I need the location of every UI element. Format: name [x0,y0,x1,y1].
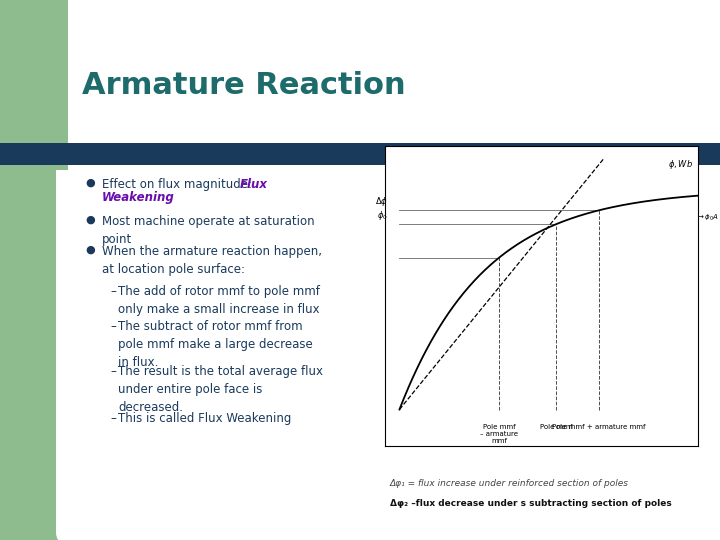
Text: The subtract of rotor mmf from
pole mmf make a large decrease
in flux.: The subtract of rotor mmf from pole mmf … [118,320,312,369]
Text: The result is the total average flux
under entire pole face is
decreased.: The result is the total average flux und… [118,365,323,414]
Text: Pole mmf: Pole mmf [540,424,572,430]
Text: $\rightarrow\phi_0 A$: $\rightarrow\phi_0 A$ [696,212,719,222]
Text: Flux: Flux [240,178,268,191]
Text: ●: ● [85,178,95,188]
Text: –: – [110,365,116,378]
Text: Δφ₂ –flux decrease under s subtracting section of poles: Δφ₂ –flux decrease under s subtracting s… [390,499,672,508]
Text: $\Delta\phi$: $\Delta\phi$ [375,195,388,208]
Text: –: – [110,285,116,298]
Text: Armature Reaction: Armature Reaction [82,71,405,100]
Text: The add of rotor mmf to pole mmf
only make a small increase in flux: The add of rotor mmf to pole mmf only ma… [118,285,320,316]
Text: ●: ● [85,245,95,255]
FancyBboxPatch shape [56,0,720,540]
Bar [0,0,200,170]
Text: Pole mmf
– armature
mmf: Pole mmf – armature mmf [480,424,518,444]
Text: –: – [110,412,116,425]
FancyBboxPatch shape [68,0,718,170]
Text: Weakening: Weakening [102,191,175,204]
Text: $\phi, Wb$: $\phi, Wb$ [667,158,693,171]
Text: When the armature reaction happen,
at location pole surface:: When the armature reaction happen, at lo… [102,245,322,276]
Text: Effect on flux magnitude:: Effect on flux magnitude: [102,178,256,191]
Text: $\phi_0$: $\phi_0$ [377,209,388,222]
Text: ●: ● [85,215,95,225]
Text: Most machine operate at saturation
point: Most machine operate at saturation point [102,215,315,246]
Text: Pole mmf + armature mmf: Pole mmf + armature mmf [552,424,646,430]
Text: –: – [110,320,116,333]
Text: This is called Flux Weakening: This is called Flux Weakening [118,412,292,425]
Bar [0,143,720,165]
Text: Δφ₁ = flux increase under reinforced section of poles: Δφ₁ = flux increase under reinforced sec… [390,479,629,488]
